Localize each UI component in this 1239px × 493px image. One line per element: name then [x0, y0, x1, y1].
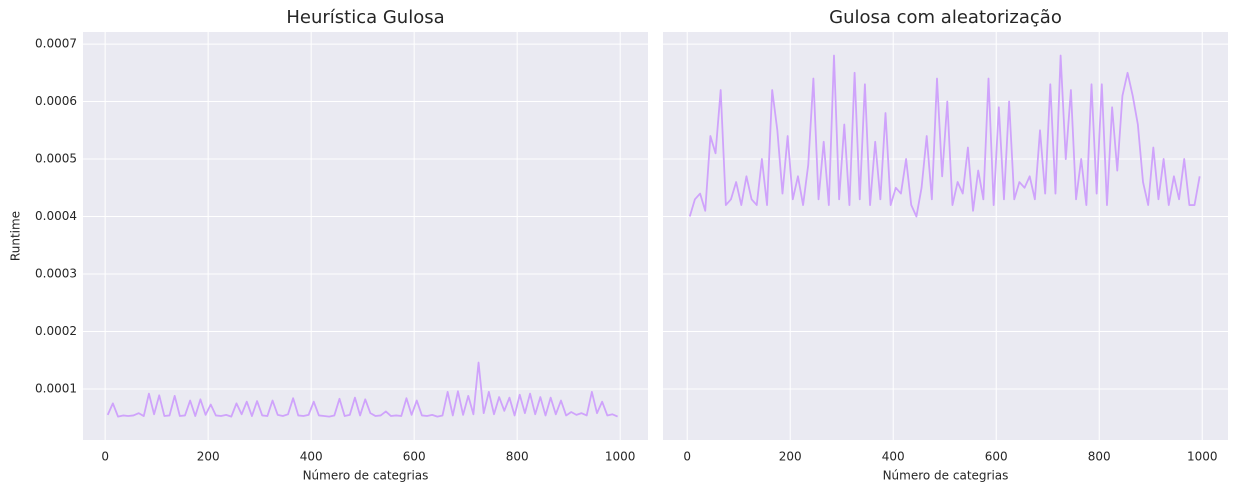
y-tick-label: 0.0002	[35, 324, 77, 338]
x-tick-label: 800	[1088, 450, 1111, 464]
data-line	[688, 54, 1201, 218]
x-tick-label: 1000	[1187, 450, 1218, 464]
y-tick-label: 0.0006	[35, 94, 77, 108]
subplot: 0.0001 0.0002 0.0003 0.0004 0.0005 0.0006 0.00…	[9, 7, 648, 483]
x-tick-label: 200	[197, 450, 220, 464]
plot-area	[83, 32, 648, 440]
data-line	[106, 361, 618, 418]
subplot: 0 200 400 600 800 1000 Gulosa com aleatorizaçã…	[663, 7, 1228, 483]
x-tick-label: 400	[300, 450, 323, 464]
y-tick-label: 0.0007	[35, 37, 77, 51]
x-tick-label: 0	[101, 450, 109, 464]
x-axis-label: Número de categrias	[303, 469, 429, 483]
y-tick-label: 0.0004	[35, 209, 77, 223]
plot-area	[663, 32, 1228, 440]
y-tick-label: 0.0005	[35, 152, 77, 166]
x-tick-label: 1000	[605, 450, 636, 464]
y-tick-label: 0.0001	[35, 382, 77, 396]
x-tick-label: 0	[683, 450, 691, 464]
x-axis-label: Número de categrias	[883, 469, 1009, 483]
chart-title: Heurística Gulosa	[286, 7, 444, 28]
x-tick-label: 400	[882, 450, 905, 464]
x-tick-label: 800	[506, 450, 529, 464]
y-tick-label: 0.0003	[35, 267, 77, 281]
x-tick-label: 600	[985, 450, 1008, 464]
x-tick-label: 200	[779, 450, 802, 464]
x-tick-label: 600	[403, 450, 426, 464]
y-axis-label: Runtime	[9, 211, 23, 261]
chart-title: Gulosa com aleatorização	[829, 7, 1062, 28]
